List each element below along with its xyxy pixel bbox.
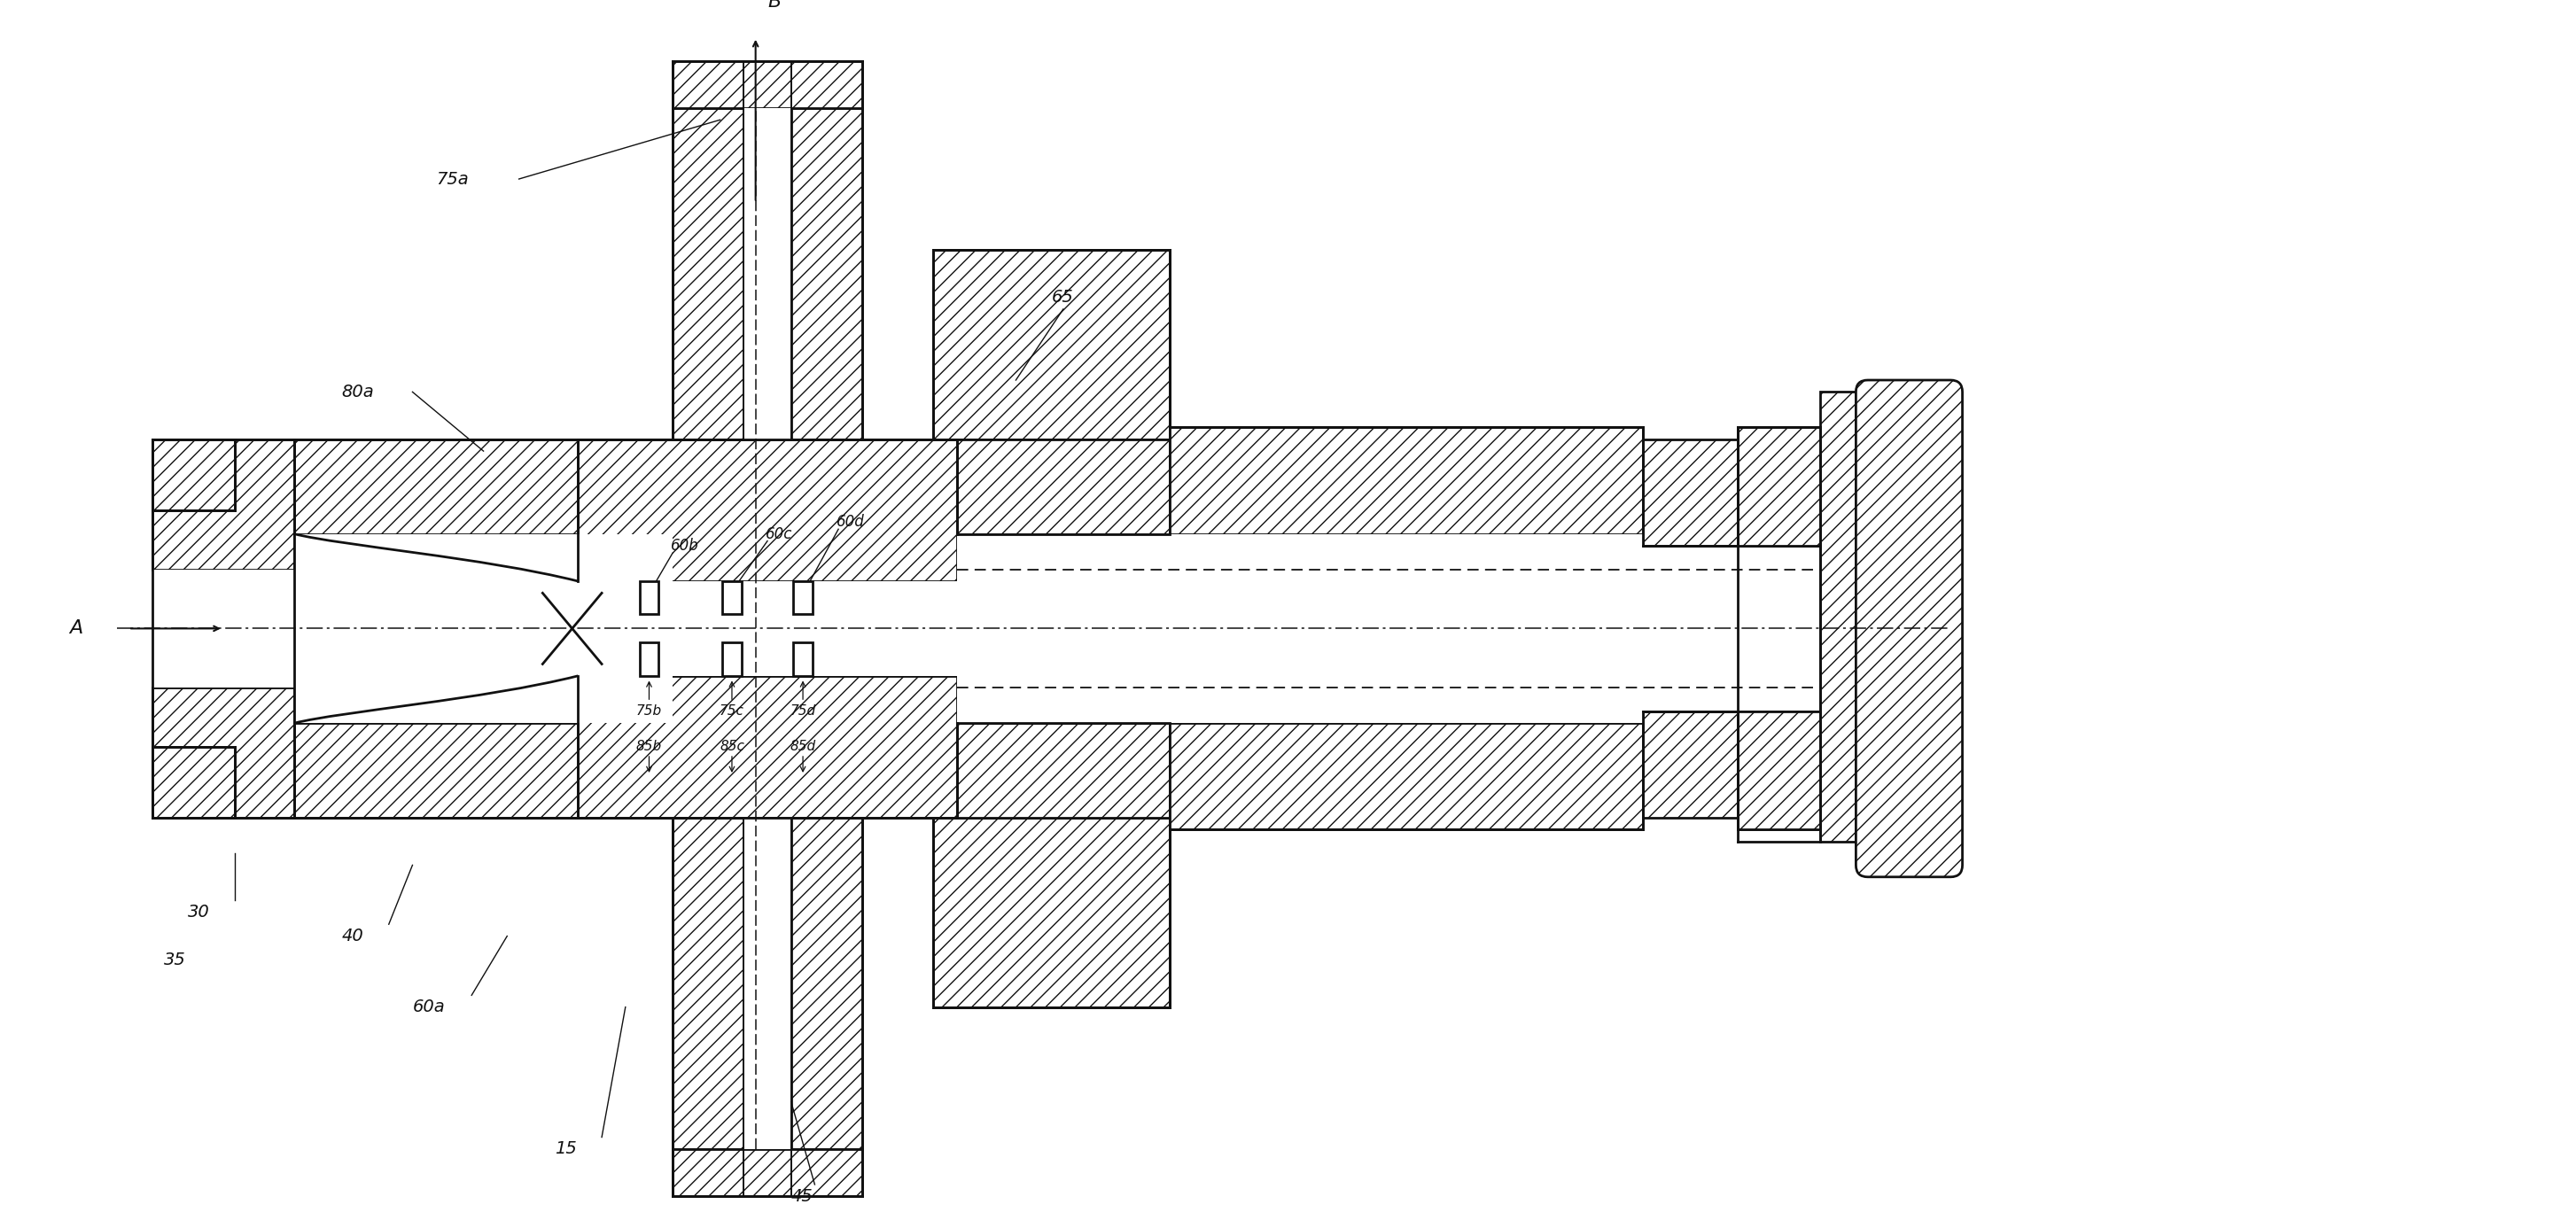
Text: 85c: 85c bbox=[719, 741, 744, 754]
Bar bbox=[956, 723, 1170, 817]
Bar bbox=[639, 581, 659, 615]
Text: 75d: 75d bbox=[791, 705, 817, 719]
Text: 85d: 85d bbox=[791, 741, 817, 754]
Bar bbox=[577, 439, 956, 581]
Bar bbox=[152, 439, 234, 510]
Bar bbox=[933, 817, 1170, 1006]
Text: 75a: 75a bbox=[435, 171, 469, 188]
Text: 60c: 60c bbox=[765, 526, 793, 542]
Bar bbox=[1739, 427, 1821, 545]
Bar bbox=[793, 581, 811, 615]
Bar bbox=[933, 250, 1170, 439]
Bar bbox=[1739, 711, 1821, 830]
Text: 30: 30 bbox=[188, 904, 209, 921]
Bar bbox=[577, 676, 956, 817]
Text: 40: 40 bbox=[343, 927, 363, 944]
Bar bbox=[933, 817, 1170, 1006]
Text: 65: 65 bbox=[1051, 289, 1074, 306]
Bar bbox=[1170, 534, 1643, 723]
Bar bbox=[672, 109, 744, 439]
Bar bbox=[152, 570, 294, 688]
Bar bbox=[1739, 711, 1832, 830]
Text: 75b: 75b bbox=[636, 705, 662, 719]
Bar bbox=[672, 1149, 863, 1197]
Bar bbox=[1170, 427, 1643, 534]
Bar bbox=[577, 581, 956, 676]
Bar bbox=[1643, 711, 1739, 817]
Text: 35: 35 bbox=[165, 952, 185, 969]
Bar bbox=[1821, 392, 1927, 842]
Bar bbox=[933, 250, 1170, 439]
Bar bbox=[152, 439, 294, 570]
Text: 60a: 60a bbox=[412, 999, 446, 1015]
FancyBboxPatch shape bbox=[1855, 381, 1963, 877]
Bar bbox=[672, 61, 863, 109]
Bar bbox=[956, 439, 1170, 534]
Text: 75c: 75c bbox=[719, 705, 744, 719]
Bar bbox=[639, 643, 659, 676]
Bar bbox=[1643, 439, 1739, 545]
Bar bbox=[956, 439, 1170, 534]
Text: 15: 15 bbox=[554, 1141, 577, 1158]
Bar bbox=[721, 643, 742, 676]
Bar bbox=[294, 723, 672, 817]
Text: 60b: 60b bbox=[670, 538, 698, 554]
Text: 45: 45 bbox=[791, 1188, 814, 1205]
Bar bbox=[1170, 723, 1643, 830]
Text: 60d: 60d bbox=[837, 514, 866, 529]
Bar bbox=[152, 688, 294, 817]
Bar bbox=[1170, 427, 1643, 534]
Bar bbox=[1157, 676, 1275, 782]
Bar bbox=[721, 581, 742, 615]
Bar bbox=[294, 534, 672, 723]
Bar bbox=[956, 545, 1643, 711]
Bar bbox=[744, 817, 791, 1149]
Text: A: A bbox=[70, 620, 82, 637]
Text: 80a: 80a bbox=[343, 383, 374, 400]
Bar bbox=[1739, 427, 1832, 545]
Bar bbox=[1157, 475, 1275, 581]
Text: B: B bbox=[768, 0, 781, 11]
Bar bbox=[672, 817, 744, 1149]
Bar bbox=[791, 817, 863, 1149]
Bar bbox=[294, 439, 672, 534]
Bar bbox=[956, 628, 1643, 723]
Bar bbox=[744, 109, 791, 439]
Bar bbox=[793, 643, 811, 676]
Bar bbox=[956, 534, 1643, 628]
Text: 85b: 85b bbox=[636, 741, 662, 754]
Bar bbox=[1170, 723, 1643, 830]
Bar bbox=[956, 723, 1170, 817]
Bar bbox=[791, 109, 863, 439]
Bar bbox=[152, 747, 234, 817]
